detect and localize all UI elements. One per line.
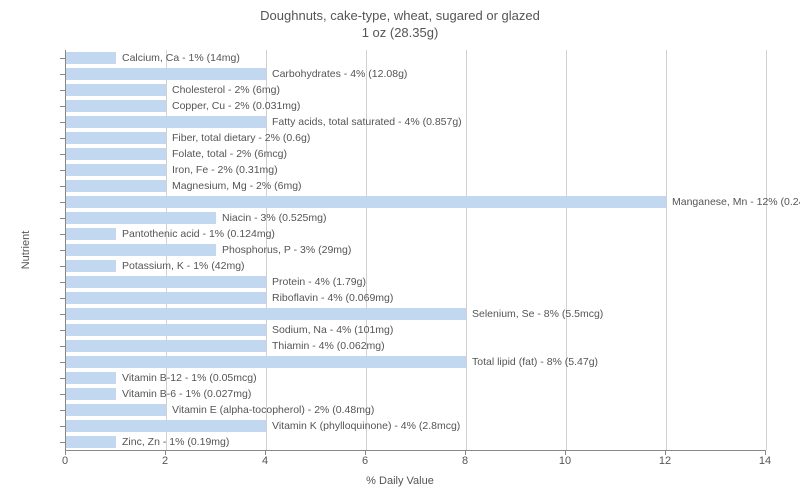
y-tick: [60, 234, 65, 235]
nutrient-bar: [66, 116, 266, 128]
nutrient-bar: [66, 132, 166, 144]
nutrient-bar-label: Pantothenic acid - 1% (0.124mg): [122, 229, 275, 240]
nutrient-bar: [66, 388, 116, 400]
nutrient-bar-label: Fatty acids, total saturated - 4% (0.857…: [272, 117, 462, 128]
y-tick: [60, 362, 65, 363]
nutrient-bar-label: Zinc, Zn - 1% (0.19mg): [122, 437, 229, 448]
nutrient-bar: [66, 372, 116, 384]
nutrient-bar: [66, 436, 116, 448]
y-tick: [60, 410, 65, 411]
x-tick-label: 4: [262, 455, 268, 467]
nutrient-bar: [66, 212, 216, 224]
y-tick: [60, 106, 65, 107]
nutrient-bar-label: Riboflavin - 4% (0.069mg): [272, 293, 393, 304]
nutrient-bar: [66, 340, 266, 352]
nutrient-bar-label: Copper, Cu - 2% (0.031mg): [172, 101, 300, 112]
nutrient-bar-label: Magnesium, Mg - 2% (6mg): [172, 181, 302, 192]
y-tick: [60, 74, 65, 75]
x-tick-label: 10: [559, 455, 571, 467]
nutrient-bar: [66, 228, 116, 240]
nutrient-bar-label: Manganese, Mn - 12% (0.245mg): [672, 197, 800, 208]
y-tick: [60, 282, 65, 283]
nutrient-bar-label: Total lipid (fat) - 8% (5.47g): [472, 357, 598, 368]
nutrient-bar-label: Potassium, K - 1% (42mg): [122, 261, 245, 272]
y-tick: [60, 138, 65, 139]
nutrient-bar-label: Niacin - 3% (0.525mg): [222, 213, 326, 224]
nutrient-bar: [66, 180, 166, 192]
gridline: [466, 50, 467, 450]
nutrient-bar-label: Vitamin E (alpha-tocopherol) - 2% (0.48m…: [172, 405, 374, 416]
gridline: [566, 50, 567, 450]
y-tick: [60, 426, 65, 427]
y-tick: [60, 298, 65, 299]
nutrient-bar: [66, 148, 166, 160]
nutrient-bar: [66, 52, 116, 64]
y-tick: [60, 170, 65, 171]
nutrient-bar-label: Vitamin K (phylloquinone) - 4% (2.8mcg): [272, 421, 460, 432]
nutrient-bar: [66, 420, 266, 432]
y-tick: [60, 250, 65, 251]
chart-title: Doughnuts, cake-type, wheat, sugared or …: [0, 0, 800, 42]
nutrient-bar: [66, 308, 466, 320]
nutrient-bar-label: Vitamin B-12 - 1% (0.05mcg): [122, 373, 257, 384]
nutrient-bar-label: Cholesterol - 2% (6mg): [172, 85, 280, 96]
title-line2: 1 oz (28.35g): [362, 25, 439, 40]
x-tick-label: 2: [162, 455, 168, 467]
x-tick-label: 12: [659, 455, 671, 467]
nutrient-bar: [66, 196, 666, 208]
gridline: [366, 50, 367, 450]
nutrient-bar: [66, 356, 466, 368]
nutrient-bar: [66, 244, 216, 256]
nutrient-bar-label: Calcium, Ca - 1% (14mg): [122, 53, 240, 64]
nutrient-bar: [66, 68, 266, 80]
nutrient-bar-label: Folate, total - 2% (6mcg): [172, 149, 287, 160]
nutrient-bar: [66, 276, 266, 288]
x-tick-label: 8: [462, 455, 468, 467]
nutrient-bar-label: Vitamin B-6 - 1% (0.027mg): [122, 389, 251, 400]
nutrient-chart: Doughnuts, cake-type, wheat, sugared or …: [0, 0, 800, 500]
nutrient-bar: [66, 100, 166, 112]
y-tick: [60, 202, 65, 203]
y-tick: [60, 378, 65, 379]
nutrient-bar-label: Sodium, Na - 4% (101mg): [272, 325, 393, 336]
y-tick: [60, 266, 65, 267]
y-tick: [60, 346, 65, 347]
y-tick: [60, 90, 65, 91]
nutrient-bar: [66, 324, 266, 336]
y-tick: [60, 314, 65, 315]
title-line1: Doughnuts, cake-type, wheat, sugared or …: [260, 8, 540, 23]
nutrient-bar: [66, 404, 166, 416]
gridline: [766, 50, 767, 450]
gridline: [666, 50, 667, 450]
y-tick: [60, 394, 65, 395]
y-tick: [60, 154, 65, 155]
y-tick: [60, 218, 65, 219]
nutrient-bar-label: Selenium, Se - 8% (5.5mcg): [472, 309, 603, 320]
nutrient-bar: [66, 164, 166, 176]
nutrient-bar: [66, 84, 166, 96]
nutrient-bar-label: Thiamin - 4% (0.062mg): [272, 341, 385, 352]
y-tick: [60, 58, 65, 59]
x-tick-label: 14: [759, 455, 771, 467]
nutrient-bar-label: Fiber, total dietary - 2% (0.6g): [172, 133, 310, 144]
nutrient-bar-label: Carbohydrates - 4% (12.08g): [272, 69, 407, 80]
y-axis-label: Nutrient: [20, 231, 32, 270]
y-tick: [60, 122, 65, 123]
nutrient-bar: [66, 260, 116, 272]
x-tick-label: 0: [62, 455, 68, 467]
y-tick: [60, 442, 65, 443]
nutrient-bar-label: Protein - 4% (1.79g): [272, 277, 366, 288]
nutrient-bar-label: Iron, Fe - 2% (0.31mg): [172, 165, 278, 176]
x-axis-label: % Daily Value: [366, 475, 434, 487]
nutrient-bar-label: Phosphorus, P - 3% (29mg): [222, 245, 351, 256]
y-tick: [60, 186, 65, 187]
plot-area: Calcium, Ca - 1% (14mg) Carbohydrates - 4…: [65, 50, 766, 451]
y-tick: [60, 330, 65, 331]
x-tick-label: 6: [362, 455, 368, 467]
nutrient-bar: [66, 292, 266, 304]
